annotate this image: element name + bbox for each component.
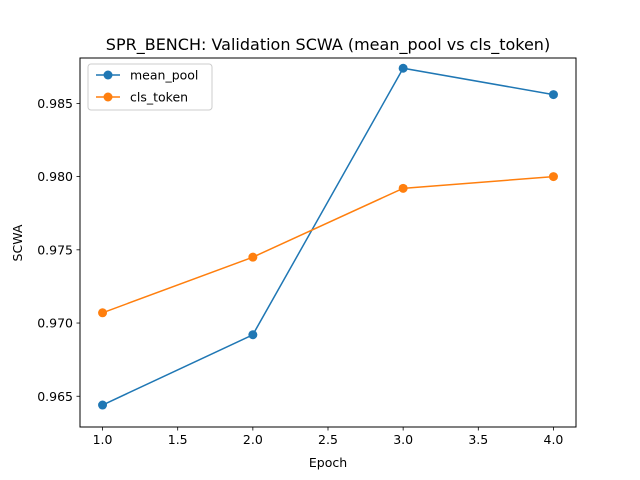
x-tick-label: 4.0 [544,432,564,447]
data-point-mean_pool [248,330,258,340]
y-tick-label: 0.965 [37,389,73,404]
series-line-mean_pool [102,67,554,406]
legend-label: mean_pool [130,68,198,83]
y-tick-label: 0.970 [37,316,73,331]
data-point-mean_pool [398,63,408,73]
legend-marker-mean_pool [103,70,113,80]
x-tick-label: 2.0 [243,432,263,447]
x-tick-label: 1.0 [93,432,113,447]
plot-area: 1.0 1.5 2.0 2.5 3.0 3.5 4.0 0.965 0.970 0.975 0.98… [37,63,564,447]
data-point-cls_token [98,308,108,318]
series-line-cls_token [102,175,554,314]
data-point-mean_pool [98,400,108,410]
data-point-cls_token [248,252,258,262]
legend-marker-cls_token [103,92,113,102]
data-point-cls_token [398,183,408,193]
y-tick-label: 0.975 [37,242,73,257]
x-tick-label: 2.5 [318,432,338,447]
x-axis-label: Epoch [309,455,347,470]
chart-title: SPR_BENCH: Validation SCWA (mean_pool vs… [106,35,550,55]
data-point-cls_token [548,172,558,182]
x-tick-label: 1.5 [168,432,188,447]
axes-frame [79,57,577,428]
y-tick-label: 0.985 [37,96,73,111]
y-axis-label: SCWA [10,224,25,261]
data-point-mean_pool [548,90,558,100]
legend: mean_pool cls_token [87,63,213,111]
x-tick-label: 3.0 [393,432,413,447]
y-tick-label: 0.980 [37,169,73,184]
x-tick-label: 3.5 [468,432,488,447]
legend-label: cls_token [130,90,188,105]
